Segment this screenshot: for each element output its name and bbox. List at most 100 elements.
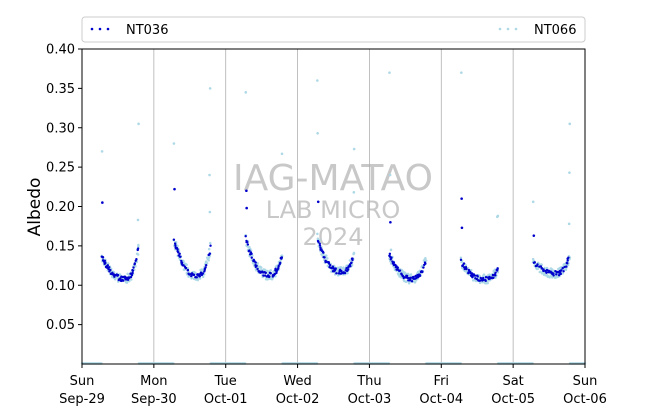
data-point-nt036 [484,279,487,283]
data-point-nt036 [566,259,569,262]
data-point-nt036 [473,274,477,277]
legend: NT036 NT066 [81,16,586,43]
data-point-nt036 [465,267,468,271]
data-point-nt036 [248,249,251,252]
x-tick-label-day: Tue [214,374,237,389]
data-point-nt036 [540,267,543,270]
data-point-nt036 [119,277,122,280]
series-nt036 [100,187,570,283]
data-point-nt036 [418,274,422,278]
legend-label-nt066: NT066 [534,23,576,38]
data-point-nt066 [478,281,482,285]
data-point-nt036 [494,274,497,277]
data-point-nt036 [199,271,203,274]
data-point-nt036 [116,273,120,277]
data-point-nt036 [204,266,207,269]
data-point-nt066 [172,142,176,145]
data-point-nt036 [482,278,485,282]
data-point-nt036 [104,261,107,265]
data-point-nt036 [322,251,325,254]
data-point-nt036 [135,258,138,261]
y-tick-label: 0.40 [46,43,75,58]
data-point-nt066 [478,274,481,278]
data-point-nt036 [269,272,272,275]
x-tick-label-date: Oct-02 [276,392,320,407]
data-point-nt036 [244,235,247,238]
data-point-nt066 [208,210,212,214]
data-point-nt066 [424,257,427,260]
data-point-nt036 [131,269,135,273]
data-point-nt036 [492,276,495,279]
y-tick-label: 0.35 [46,82,75,97]
data-point-nt036 [496,267,499,270]
data-point-nt066 [200,268,204,271]
data-point-nt036 [335,272,338,275]
data-point-nt036 [327,262,331,265]
x-tick-label-day: Mon [140,374,167,389]
data-point-nt066 [256,262,259,265]
data-point-nt036 [390,256,393,259]
data-point-nt036 [396,266,399,269]
data-point-nt066 [208,241,212,245]
data-point-nt066 [100,150,104,153]
data-point-nt066 [495,215,499,219]
data-point-nt036 [264,271,268,275]
x-tick-label-date: Oct-05 [491,392,535,407]
data-point-nt066 [201,275,205,279]
data-point-nt036 [560,269,563,272]
data-point-nt036 [131,271,134,275]
data-point-nt036 [346,268,350,271]
data-point-nt036 [195,276,198,279]
data-point-nt036 [388,252,392,256]
data-point-nt036 [398,269,402,272]
data-point-nt066 [464,264,468,267]
data-point-nt066 [259,266,263,269]
data-point-nt036 [103,259,107,263]
data-point-nt036 [565,265,568,268]
data-point-nt036 [555,273,558,276]
data-point-nt066 [352,191,356,194]
data-point-nt066 [482,273,486,276]
watermark-line2: LAB MICRO [266,196,401,224]
x-tick-label-date: Sep-30 [131,392,177,407]
data-point-nt066 [409,273,413,276]
data-point-nt066 [137,122,140,126]
data-point-nt066 [244,91,248,94]
data-point-nt036 [410,280,414,283]
data-point-nt066 [350,263,354,267]
data-point-nt066 [326,257,329,260]
data-point-nt036 [101,256,105,259]
legend-label-nt036: NT036 [126,23,168,38]
y-axis-label: Albedo [25,178,45,237]
y-tick-label: 0.05 [46,318,75,333]
data-point-nt036 [178,252,181,256]
data-point-nt036 [567,256,570,259]
gridlines [153,49,514,364]
data-point-nt066 [208,173,211,177]
data-point-nt066 [185,263,188,267]
data-point-nt036 [108,266,111,269]
data-point-nt036 [561,267,564,270]
data-point-nt036 [190,274,193,278]
data-point-nt036 [130,273,134,277]
data-point-nt036 [329,263,332,267]
data-point-nt036 [277,266,280,270]
data-point-nt036 [280,256,284,259]
y-tick-label: 0.25 [46,161,75,176]
data-point-nt036 [256,267,259,271]
data-point-nt066 [208,87,212,90]
legend-marker-nt066 [506,27,510,31]
data-point-nt036 [208,252,212,255]
legend-marker-nt066 [514,27,518,31]
data-point-nt066 [325,254,328,257]
data-point-nt066 [348,259,352,262]
data-point-nt036 [263,274,267,277]
data-point-nt036 [421,270,424,273]
data-point-nt036 [405,274,409,278]
legend-marker-nt036 [98,27,102,31]
data-point-nt036 [328,265,331,269]
data-point-nt036 [460,197,463,200]
data-point-nt066 [568,171,571,174]
data-point-nt066 [486,281,489,285]
data-point-nt066 [408,281,411,284]
